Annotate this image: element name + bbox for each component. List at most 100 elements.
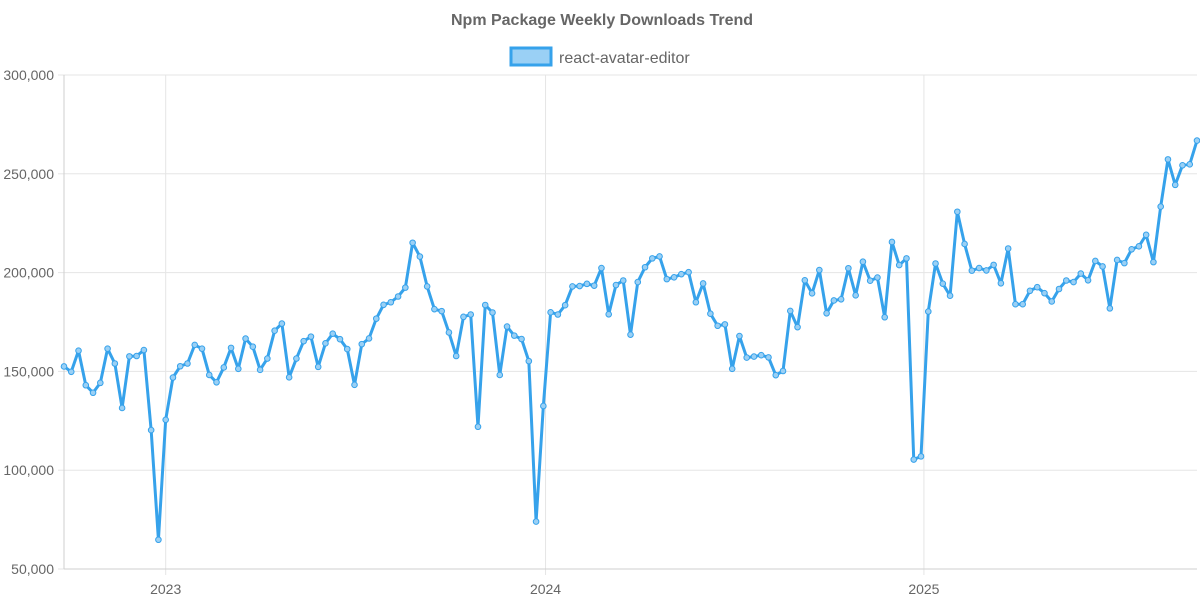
data-point[interactable] [111,360,119,367]
data-point[interactable] [227,344,235,352]
data-point[interactable] [997,279,1005,287]
data-point[interactable] [917,453,925,460]
data-point[interactable] [213,378,220,386]
data-point[interactable] [1070,278,1077,286]
data-point[interactable] [423,283,431,290]
data-point[interactable] [1048,298,1056,305]
data-point[interactable] [1084,277,1092,284]
legend[interactable]: react-avatar-editor [509,46,690,67]
data-point[interactable] [474,423,482,431]
data-point[interactable] [438,307,445,315]
data-point[interactable] [641,263,649,271]
data-point[interactable] [1121,259,1128,267]
data-point[interactable] [772,371,780,379]
data-point[interactable] [503,323,511,330]
data-point[interactable] [256,366,264,374]
data-point[interactable] [460,313,467,321]
data-point[interactable] [605,310,613,318]
data-point[interactable] [954,208,961,216]
data-point[interactable] [162,416,169,424]
data-point[interactable] [1135,243,1143,250]
data-point[interactable] [1193,137,1200,144]
data-point[interactable] [656,253,663,260]
data-point[interactable] [300,337,307,345]
data-point[interactable] [983,267,990,274]
data-point[interactable] [554,311,562,318]
data-point[interactable] [569,283,576,290]
data-point[interactable] [837,295,845,303]
data-point[interactable] [924,308,932,315]
data-point[interactable] [743,354,751,361]
data-point[interactable] [264,355,271,362]
data-point[interactable] [990,261,997,269]
data-point[interactable] [598,264,605,272]
data-point[interactable] [634,278,642,286]
data-point[interactable] [888,238,896,246]
data-point[interactable] [670,274,678,281]
data-point[interactable] [431,305,438,313]
data-point[interactable] [147,426,155,434]
data-point[interactable] [184,360,191,367]
data-point[interactable] [380,301,387,309]
data-point[interactable] [619,277,627,284]
data-point[interactable] [707,310,714,318]
data-point[interactable] [1150,258,1157,266]
data-point[interactable] [176,362,184,370]
data-point[interactable] [648,255,656,262]
data-point[interactable] [852,292,859,299]
data-point[interactable] [961,240,968,248]
data-point[interactable] [540,402,547,410]
data-point[interactable] [126,353,133,360]
data-point[interactable] [1077,270,1085,277]
data-point[interactable] [874,274,881,281]
data-point[interactable] [285,374,293,381]
data-point[interactable] [932,260,939,267]
data-point[interactable] [845,264,852,272]
data-point[interactable] [97,379,104,387]
data-point[interactable] [496,371,504,379]
data-point[interactable] [801,277,809,284]
data-point[interactable] [728,365,736,373]
data-point[interactable] [910,456,918,463]
data-point[interactable] [1157,203,1164,210]
data-point[interactable] [343,345,351,353]
data-point[interactable] [373,315,380,322]
data-point[interactable] [736,332,743,340]
data-point[interactable] [794,323,801,331]
data-point[interactable] [663,275,671,283]
data-point[interactable] [104,345,111,352]
data-point[interactable] [765,354,772,361]
data-point[interactable] [547,309,554,316]
data-point[interactable] [402,284,409,291]
data-point[interactable] [1026,287,1034,295]
data-point[interactable] [576,282,583,290]
data-point[interactable] [155,536,162,544]
data-point[interactable] [699,280,707,287]
data-point[interactable] [525,357,533,365]
data-point[interactable] [67,368,75,376]
data-point[interactable] [1092,257,1099,265]
data-point[interactable] [1004,245,1012,252]
data-point[interactable] [307,333,315,340]
data-point[interactable] [895,261,903,269]
data-point[interactable] [1012,300,1019,308]
data-point[interactable] [118,404,126,412]
data-point[interactable] [82,381,90,389]
data-point[interactable] [467,311,475,318]
data-point[interactable] [387,298,395,306]
data-point[interactable] [416,253,424,260]
data-point[interactable] [1142,231,1150,239]
data-point[interactable] [532,518,540,525]
data-point[interactable] [939,280,947,287]
data-point[interactable] [75,347,82,354]
data-point[interactable] [808,290,816,297]
data-point[interactable] [293,355,300,362]
data-point[interactable] [830,297,838,304]
data-point[interactable] [191,341,199,349]
data-point[interactable] [968,267,976,274]
data-point[interactable] [816,266,823,274]
data-point[interactable] [786,307,794,315]
data-point[interactable] [481,301,489,309]
data-point[interactable] [823,310,830,317]
data-point[interactable] [859,258,867,266]
